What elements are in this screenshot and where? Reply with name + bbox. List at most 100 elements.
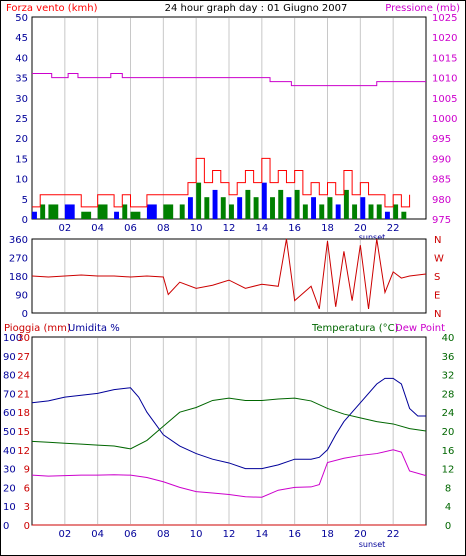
panel3-x-tick-12: 12 <box>223 529 236 540</box>
panel1-y-tick-10: 10 <box>15 175 28 186</box>
wind-fill-bar-27 <box>311 197 317 219</box>
wind-fill-bar-17 <box>229 204 234 219</box>
panel1-y2-tick-1025: 1025 <box>432 13 457 24</box>
panel3-humidity-tick-70: 70 <box>3 389 16 400</box>
panel2-dir-letter-1: W <box>434 254 444 265</box>
panel3-temp-tick-40: 40 <box>442 333 455 344</box>
panel3-temp-tick-36: 36 <box>442 352 455 363</box>
panel3-axes: 0102030405060708090100036912151821242730… <box>3 333 454 549</box>
wind-fill-bar-32 <box>352 204 358 219</box>
panel2-lines <box>31 238 427 310</box>
panel3-rain-tick-18: 18 <box>17 408 30 419</box>
panel1-y-tick-5: 5 <box>22 195 28 206</box>
panel3-humidity-tick-50: 50 <box>3 427 16 438</box>
panel1-lines <box>32 73 426 208</box>
panel3-rain-tick-0: 0 <box>24 521 30 532</box>
panel3-humidity-tick-40: 40 <box>3 446 16 457</box>
wind-fill-bar-18 <box>237 197 243 219</box>
panel3-grid <box>64 338 394 524</box>
panel1-x-tick-16: 16 <box>288 223 301 234</box>
panel1-right-title: Pressione (mb) <box>385 3 460 14</box>
panel1-x-tick-06: 06 <box>124 223 137 234</box>
panel3-humidity-tick-80: 80 <box>3 371 16 382</box>
panel3-rain-tick-9: 9 <box>24 465 30 476</box>
panel3-x-tick-22: 22 <box>387 529 400 540</box>
panel3-rain-tick-15: 15 <box>17 427 30 438</box>
panel1-y2-tick-1020: 1020 <box>432 33 457 44</box>
panel1-y2-tick-980: 980 <box>432 195 451 206</box>
panel1-left-title: Forza vento (kmh) <box>6 3 98 14</box>
panel2-y-tick-90: 90 <box>15 291 28 302</box>
panel3-humidity-tick-90: 90 <box>3 352 16 363</box>
direction-line <box>31 238 427 310</box>
panel1-x-tick-12: 12 <box>223 223 236 234</box>
panel1-y-tick-15: 15 <box>15 154 28 165</box>
panel3-rain-tick-24: 24 <box>17 371 30 382</box>
panel3-humidity-tick-10: 10 <box>3 502 16 513</box>
panel3-x-tick-18: 18 <box>321 529 334 540</box>
panel3-rain-tick-30: 30 <box>17 333 30 344</box>
wind-fill-bar-34 <box>368 204 374 219</box>
wind-fill-bar-5 <box>97 204 108 219</box>
wind-fill-bar-29 <box>327 197 333 219</box>
panel3-temp-tick-4: 4 <box>445 502 451 513</box>
wind-fill-bar-16 <box>220 197 226 219</box>
panel1-x-tick-02: 02 <box>58 223 71 234</box>
wind-fill-bar-24 <box>286 197 292 219</box>
wind-fill-bar-30 <box>335 204 341 219</box>
panel1-x-tick-22: 22 <box>387 223 400 234</box>
panel1-x-tick-08: 08 <box>157 223 170 234</box>
panel1-x-tick-04: 04 <box>91 223 104 234</box>
panel3-humidity-title: Umidita % <box>68 323 120 334</box>
wind-fill-bar-25 <box>294 189 300 219</box>
wind-fill-bar-28 <box>319 204 325 219</box>
wind-fill-bar-31 <box>343 189 349 219</box>
panel3-rain-tick-27: 27 <box>17 352 30 363</box>
panel2-y-tick-0: 0 <box>22 309 28 320</box>
wind-fill-bar-35 <box>376 204 382 219</box>
panel3-x-tick-02: 02 <box>58 529 71 540</box>
wind-fill-bar-19 <box>245 189 251 219</box>
wind-fill-bar-12 <box>187 197 193 219</box>
wind-fill-bar-38 <box>401 211 407 219</box>
panel3-temp-tick-12: 12 <box>442 465 455 476</box>
wind-fill-bar-37 <box>393 204 399 219</box>
panel3-humidity-tick-20: 20 <box>3 483 16 494</box>
panel2-dir-letter-0: N <box>434 235 441 246</box>
temperature-line <box>31 397 427 450</box>
panel1-y-tick-25: 25 <box>15 114 28 125</box>
wind-speed-line <box>32 157 411 208</box>
panel1-wind-bars <box>32 182 407 219</box>
panel3-humidity-tick-100: 100 <box>3 333 22 344</box>
panel3-temp-tick-32: 32 <box>442 371 455 382</box>
panel3-rain-tick-21: 21 <box>17 389 30 400</box>
panel1-y-tick-45: 45 <box>15 33 28 44</box>
panel1-y2-tick-985: 985 <box>432 175 451 186</box>
panel3-temp-tick-8: 8 <box>445 483 451 494</box>
panel3-rain-tick-12: 12 <box>17 446 30 457</box>
panel1-y2-tick-975: 975 <box>432 215 451 226</box>
panel3-x-tick-08: 08 <box>157 529 170 540</box>
panel3-x-tick-10: 10 <box>190 529 203 540</box>
panel3-sunset-label: sunset <box>359 540 386 549</box>
wind-fill-bar-10 <box>163 204 174 219</box>
wind-fill-bar-8 <box>130 211 141 219</box>
panel1-y-tick-30: 30 <box>15 94 28 105</box>
panel3-x-tick-16: 16 <box>288 529 301 540</box>
panel1-sunset-label: sunset <box>359 233 386 242</box>
panel3-temp-title: Temperatura (°C) <box>311 323 399 334</box>
panel1-y2-tick-1005: 1005 <box>432 94 457 105</box>
wind-fill-bar-36 <box>384 211 390 219</box>
wind-fill-bar-3 <box>64 204 75 219</box>
wind-fill-bar-21 <box>261 182 267 219</box>
wind-fill-bar-4 <box>81 211 92 219</box>
wind-fill-bar-13 <box>196 182 202 219</box>
panel1-y-tick-50: 50 <box>15 13 28 24</box>
panel1-y2-tick-995: 995 <box>432 134 451 145</box>
panel1-y-tick-0: 0 <box>22 215 28 226</box>
panel3-rain-title: Pioggia (mm) <box>4 323 71 334</box>
panel3-temp-tick-24: 24 <box>442 408 455 419</box>
wind-fill-bar-7 <box>122 204 128 219</box>
